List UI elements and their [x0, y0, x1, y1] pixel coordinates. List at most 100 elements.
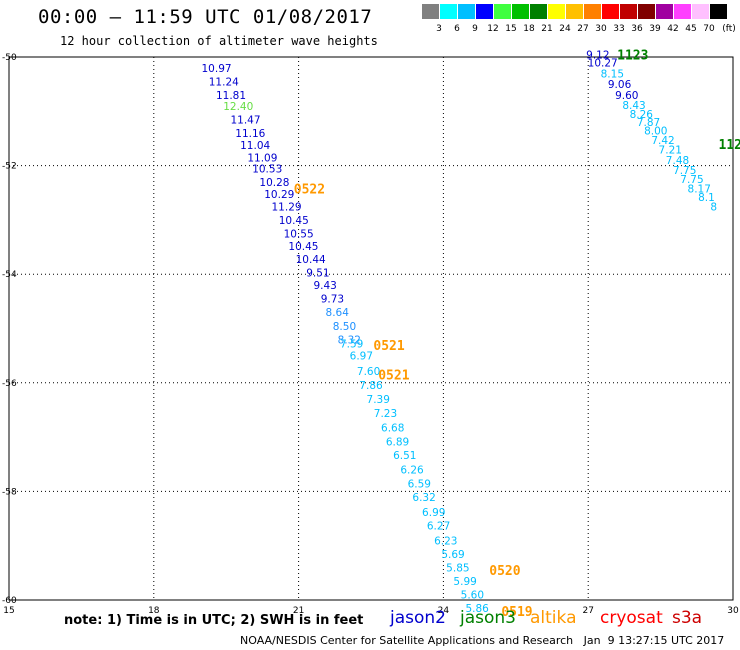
- legend-swatch: [476, 4, 493, 19]
- wave-height-value: 7.60: [357, 366, 380, 378]
- wave-height-value: 6.68: [381, 422, 404, 434]
- map-grid: [8, 56, 734, 601]
- legend-label: 30: [595, 24, 607, 34]
- wave-height-value: 11.29: [272, 201, 302, 213]
- wave-height-value: 10.28: [259, 177, 289, 189]
- lon-tick-label: 27: [582, 606, 593, 616]
- lat-tick-label: -58: [2, 487, 17, 497]
- wave-height-value: 8.43: [622, 100, 645, 112]
- wave-height-value: 11.04: [240, 140, 270, 152]
- wave-height-value: 8: [710, 201, 717, 213]
- lon-tick-label: 18: [148, 606, 160, 616]
- wave-height-value: 11.81: [216, 90, 246, 102]
- legend-swatch: [584, 4, 601, 19]
- legend-label: 24: [559, 24, 571, 34]
- pass-label: 0522: [294, 182, 325, 197]
- wave-height-value: 6.97: [350, 351, 373, 363]
- pass-label: 0519: [501, 605, 532, 620]
- lat-tick-label: -50: [2, 53, 17, 63]
- wave-height-value: 10.45: [288, 241, 318, 253]
- legend-swatch: [440, 4, 457, 19]
- wave-height-value: 6.99: [422, 507, 445, 519]
- wave-height-value: 8.17: [688, 183, 711, 195]
- lon-tick-label: 24: [438, 606, 450, 616]
- legend-swatch: [656, 4, 673, 19]
- legend-swatch: [710, 4, 727, 19]
- wave-height-value: 11.09: [247, 152, 277, 164]
- wave-height-value: 6.32: [412, 492, 435, 504]
- page-subtitle: 12 hour collection of altimeter wave hei…: [60, 34, 378, 48]
- legend-label: 12: [487, 24, 499, 34]
- pass-label: 0520: [489, 564, 520, 579]
- legend-label: 6: [454, 24, 460, 34]
- wave-height-value: 9.06: [608, 79, 632, 91]
- wave-height-value: 7.75: [673, 165, 696, 177]
- wave-height-value: 7.39: [367, 394, 390, 406]
- legend-swatch: [494, 4, 511, 19]
- pass-label: 0521: [378, 369, 409, 384]
- lat-tick-label: -52: [2, 162, 17, 172]
- satellite-cryosat: cryosat: [600, 608, 663, 628]
- legend-label: 15: [505, 24, 517, 34]
- wave-height-value: 11.24: [209, 76, 239, 88]
- page-title: 00:00 — 11:59 UTC 01/08/2017: [38, 6, 373, 28]
- pass-label: 1124: [719, 138, 740, 153]
- lat-tick-label: -54: [2, 270, 17, 280]
- lon-tick-label: 15: [3, 606, 14, 616]
- wave-height-value: 10.44: [296, 254, 326, 266]
- wave-height-value: 7.75: [680, 174, 703, 186]
- legend-swatch: [674, 4, 691, 19]
- pass-labels: 0522 0521 0521 0520 0519 1123 1124: [294, 48, 740, 620]
- wave-height-value: 8.64: [326, 307, 350, 319]
- wave-height-value: 8.15: [601, 68, 624, 80]
- wave-height-value: 10.55: [284, 228, 314, 240]
- wave-height-value: 7.87: [637, 117, 660, 129]
- legend-label: 45: [685, 24, 697, 34]
- wave-height-value: 8.32: [338, 334, 361, 346]
- wave-height-value: 6.26: [400, 465, 424, 477]
- wave-height-value: 9.51: [306, 268, 329, 280]
- wave-height-value: 9.60: [615, 90, 638, 102]
- wave-height-value: 7.23: [374, 408, 397, 420]
- legend-swatch: [512, 4, 529, 19]
- legend-swatch: [692, 4, 709, 19]
- legend-swatch: [638, 4, 655, 19]
- timestamp: Jan 9 13:27:15 UTC 2017: [583, 634, 725, 647]
- pass-label: 0521: [373, 339, 404, 354]
- legend-swatch: [602, 4, 619, 19]
- wave-height-value: 7.21: [659, 144, 682, 156]
- wave-height-value: 8.26: [630, 109, 654, 121]
- legend-label: 9: [472, 24, 478, 34]
- wave-height-value: 10.29: [264, 189, 294, 201]
- footer-note: note: 1) Time is in UTC; 2) SWH is in fe…: [64, 613, 364, 628]
- lon-tick-label: 30: [727, 606, 739, 616]
- legend-swatch: [566, 4, 583, 19]
- legend-swatch: [620, 4, 637, 19]
- wave-height-value: 11.47: [230, 114, 260, 126]
- wave-height-value: 10.97: [202, 63, 232, 75]
- legend-swatch: [548, 4, 565, 19]
- legend-label: 36: [631, 24, 643, 34]
- wave-height-value: 9.73: [321, 294, 344, 306]
- wave-height-value: 5.69: [441, 549, 464, 561]
- satellite-jason3: jason3: [460, 608, 516, 628]
- legend-label: 18: [523, 24, 535, 34]
- lat-tick-label: -60: [2, 596, 17, 606]
- wave-height-value: 6.51: [393, 450, 416, 462]
- wave-height-value: 7.59: [340, 339, 363, 351]
- wave-height-value: 8.50: [333, 321, 356, 333]
- wave-height-value: 5.99: [453, 576, 476, 588]
- lon-tick-label: 21: [293, 606, 304, 616]
- map-frame: [8, 56, 734, 601]
- wave-height-value: 11.16: [235, 128, 265, 140]
- wave-height-value: 9.12: [586, 49, 609, 61]
- satellite-altika: altika: [530, 608, 577, 628]
- wave-height-value: 7.42: [651, 135, 674, 147]
- legend-label: 42: [667, 24, 679, 34]
- wave-height-value: 6.23: [434, 535, 457, 547]
- footer-credit: NOAA/NESDIS Center for Satellite Applica…: [240, 634, 724, 647]
- wave-height-value: 12.40: [223, 101, 253, 113]
- legend-unit: (ft): [722, 24, 736, 34]
- legend-swatch: [458, 4, 475, 19]
